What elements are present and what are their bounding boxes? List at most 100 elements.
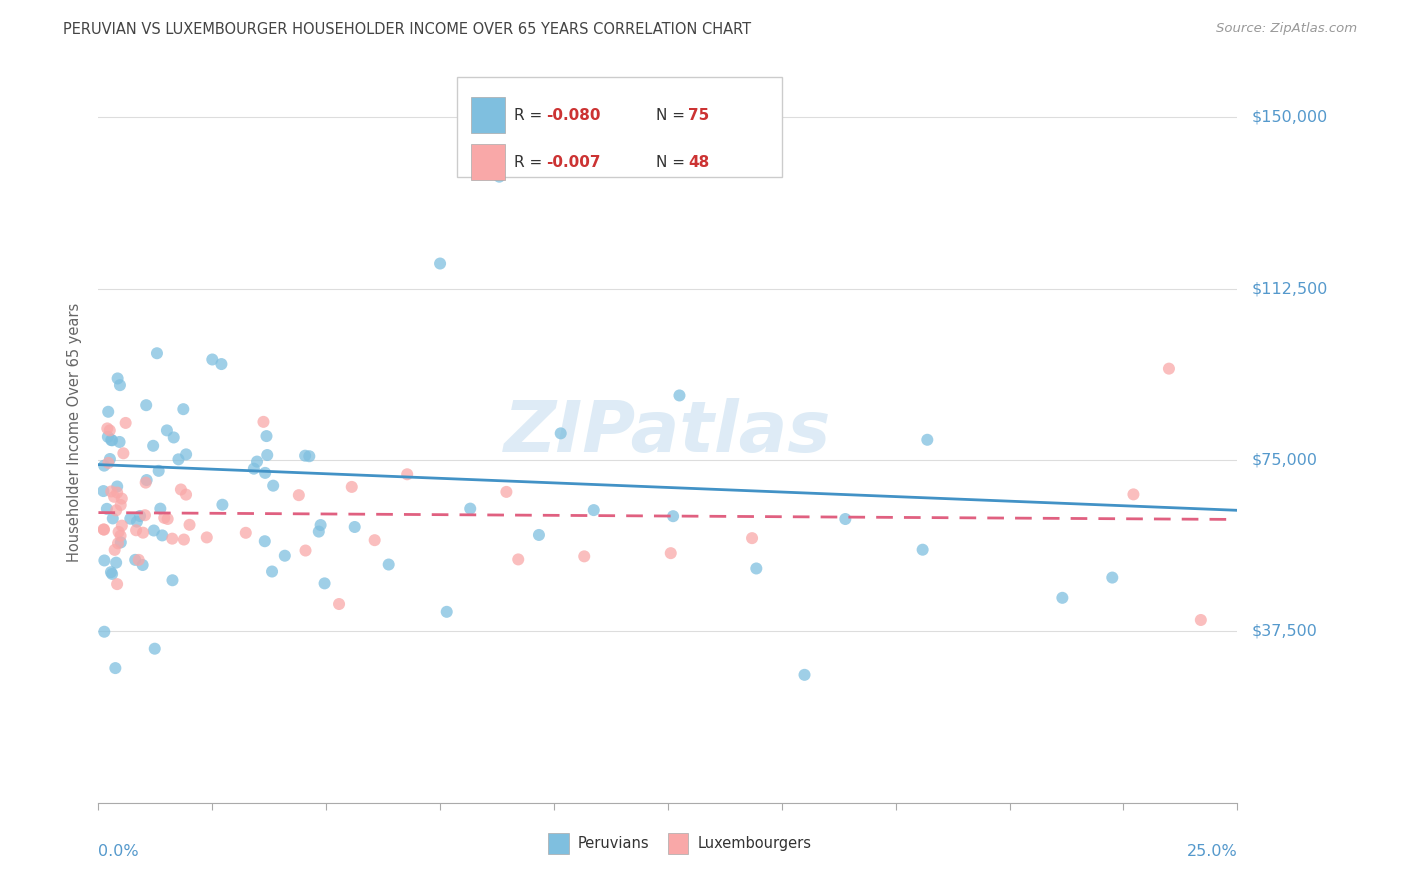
Text: R =: R = <box>515 108 547 123</box>
Point <box>363 533 385 548</box>
Point <box>243 461 266 475</box>
Point <box>209 357 232 371</box>
Point <box>101 434 124 448</box>
Point <box>135 398 157 412</box>
Point <box>125 515 148 529</box>
Point <box>96 421 118 435</box>
Text: -0.007: -0.007 <box>546 154 600 169</box>
Point <box>574 549 596 564</box>
Point <box>105 556 128 570</box>
Point <box>550 426 572 441</box>
Point <box>110 535 132 549</box>
Point <box>110 529 132 543</box>
Text: Peruvians: Peruvians <box>578 836 650 851</box>
Text: 25.0%: 25.0% <box>1187 844 1237 858</box>
Point <box>201 352 224 367</box>
Point <box>146 346 169 360</box>
Point <box>495 484 517 499</box>
Text: N =: N = <box>657 108 690 123</box>
Point <box>101 566 124 581</box>
Point <box>294 543 316 558</box>
Text: N =: N = <box>657 154 690 169</box>
Point <box>129 508 152 523</box>
Point <box>120 512 142 526</box>
Point <box>254 466 277 480</box>
Point <box>174 447 197 461</box>
Point <box>93 624 115 639</box>
FancyBboxPatch shape <box>548 833 569 854</box>
Point <box>96 501 118 516</box>
FancyBboxPatch shape <box>457 78 782 178</box>
Point <box>1157 361 1180 376</box>
Point <box>135 475 157 490</box>
Point <box>911 542 934 557</box>
Point <box>167 452 190 467</box>
Point <box>211 498 233 512</box>
Point <box>142 439 165 453</box>
Point <box>298 449 321 463</box>
Point <box>508 552 530 566</box>
Text: $37,500: $37,500 <box>1251 624 1317 639</box>
Point <box>93 458 115 473</box>
Point <box>179 517 201 532</box>
Point <box>377 558 399 572</box>
Point <box>105 479 128 493</box>
Point <box>659 546 682 560</box>
Point <box>150 528 173 542</box>
Point <box>253 534 276 549</box>
Point <box>93 523 115 537</box>
Point <box>170 483 193 497</box>
Point <box>745 561 768 575</box>
Point <box>156 512 179 526</box>
Point <box>162 574 184 588</box>
Point <box>132 525 155 540</box>
Point <box>131 558 153 572</box>
Point <box>396 467 419 482</box>
Point <box>308 524 330 539</box>
Point <box>105 503 128 517</box>
Point <box>105 485 128 500</box>
Text: ZIPatlas: ZIPatlas <box>505 398 831 467</box>
Point <box>98 424 121 438</box>
Point <box>662 509 685 524</box>
Point <box>100 484 122 499</box>
Point <box>97 405 120 419</box>
Point <box>156 424 179 438</box>
Point <box>148 464 170 478</box>
Point <box>917 433 939 447</box>
Point <box>256 429 278 443</box>
Point <box>340 480 363 494</box>
Point <box>104 661 127 675</box>
Point <box>235 525 257 540</box>
Point <box>163 430 186 444</box>
FancyBboxPatch shape <box>471 145 505 180</box>
Point <box>149 501 172 516</box>
Text: 48: 48 <box>689 154 710 169</box>
Point <box>436 605 458 619</box>
Y-axis label: Householder Income Over 65 years: Householder Income Over 65 years <box>67 303 83 562</box>
Point <box>107 536 129 550</box>
Point <box>114 416 136 430</box>
Text: -0.080: -0.080 <box>546 108 600 123</box>
Point <box>256 448 278 462</box>
Point <box>288 488 311 502</box>
Point <box>110 498 132 512</box>
Point <box>1122 487 1144 501</box>
Text: Source: ZipAtlas.com: Source: ZipAtlas.com <box>1216 22 1357 36</box>
Point <box>107 524 129 539</box>
Point <box>274 549 297 563</box>
Point <box>125 523 148 537</box>
Text: Luxembourgers: Luxembourgers <box>697 836 811 851</box>
Point <box>160 532 183 546</box>
Point <box>108 378 131 392</box>
Point <box>314 576 336 591</box>
Point <box>104 542 127 557</box>
Point <box>582 503 605 517</box>
Point <box>98 452 121 467</box>
Point <box>93 484 115 499</box>
Text: 75: 75 <box>689 108 710 123</box>
Text: $150,000: $150,000 <box>1251 110 1327 125</box>
Point <box>97 430 120 444</box>
Point <box>128 553 150 567</box>
Point <box>309 518 332 533</box>
